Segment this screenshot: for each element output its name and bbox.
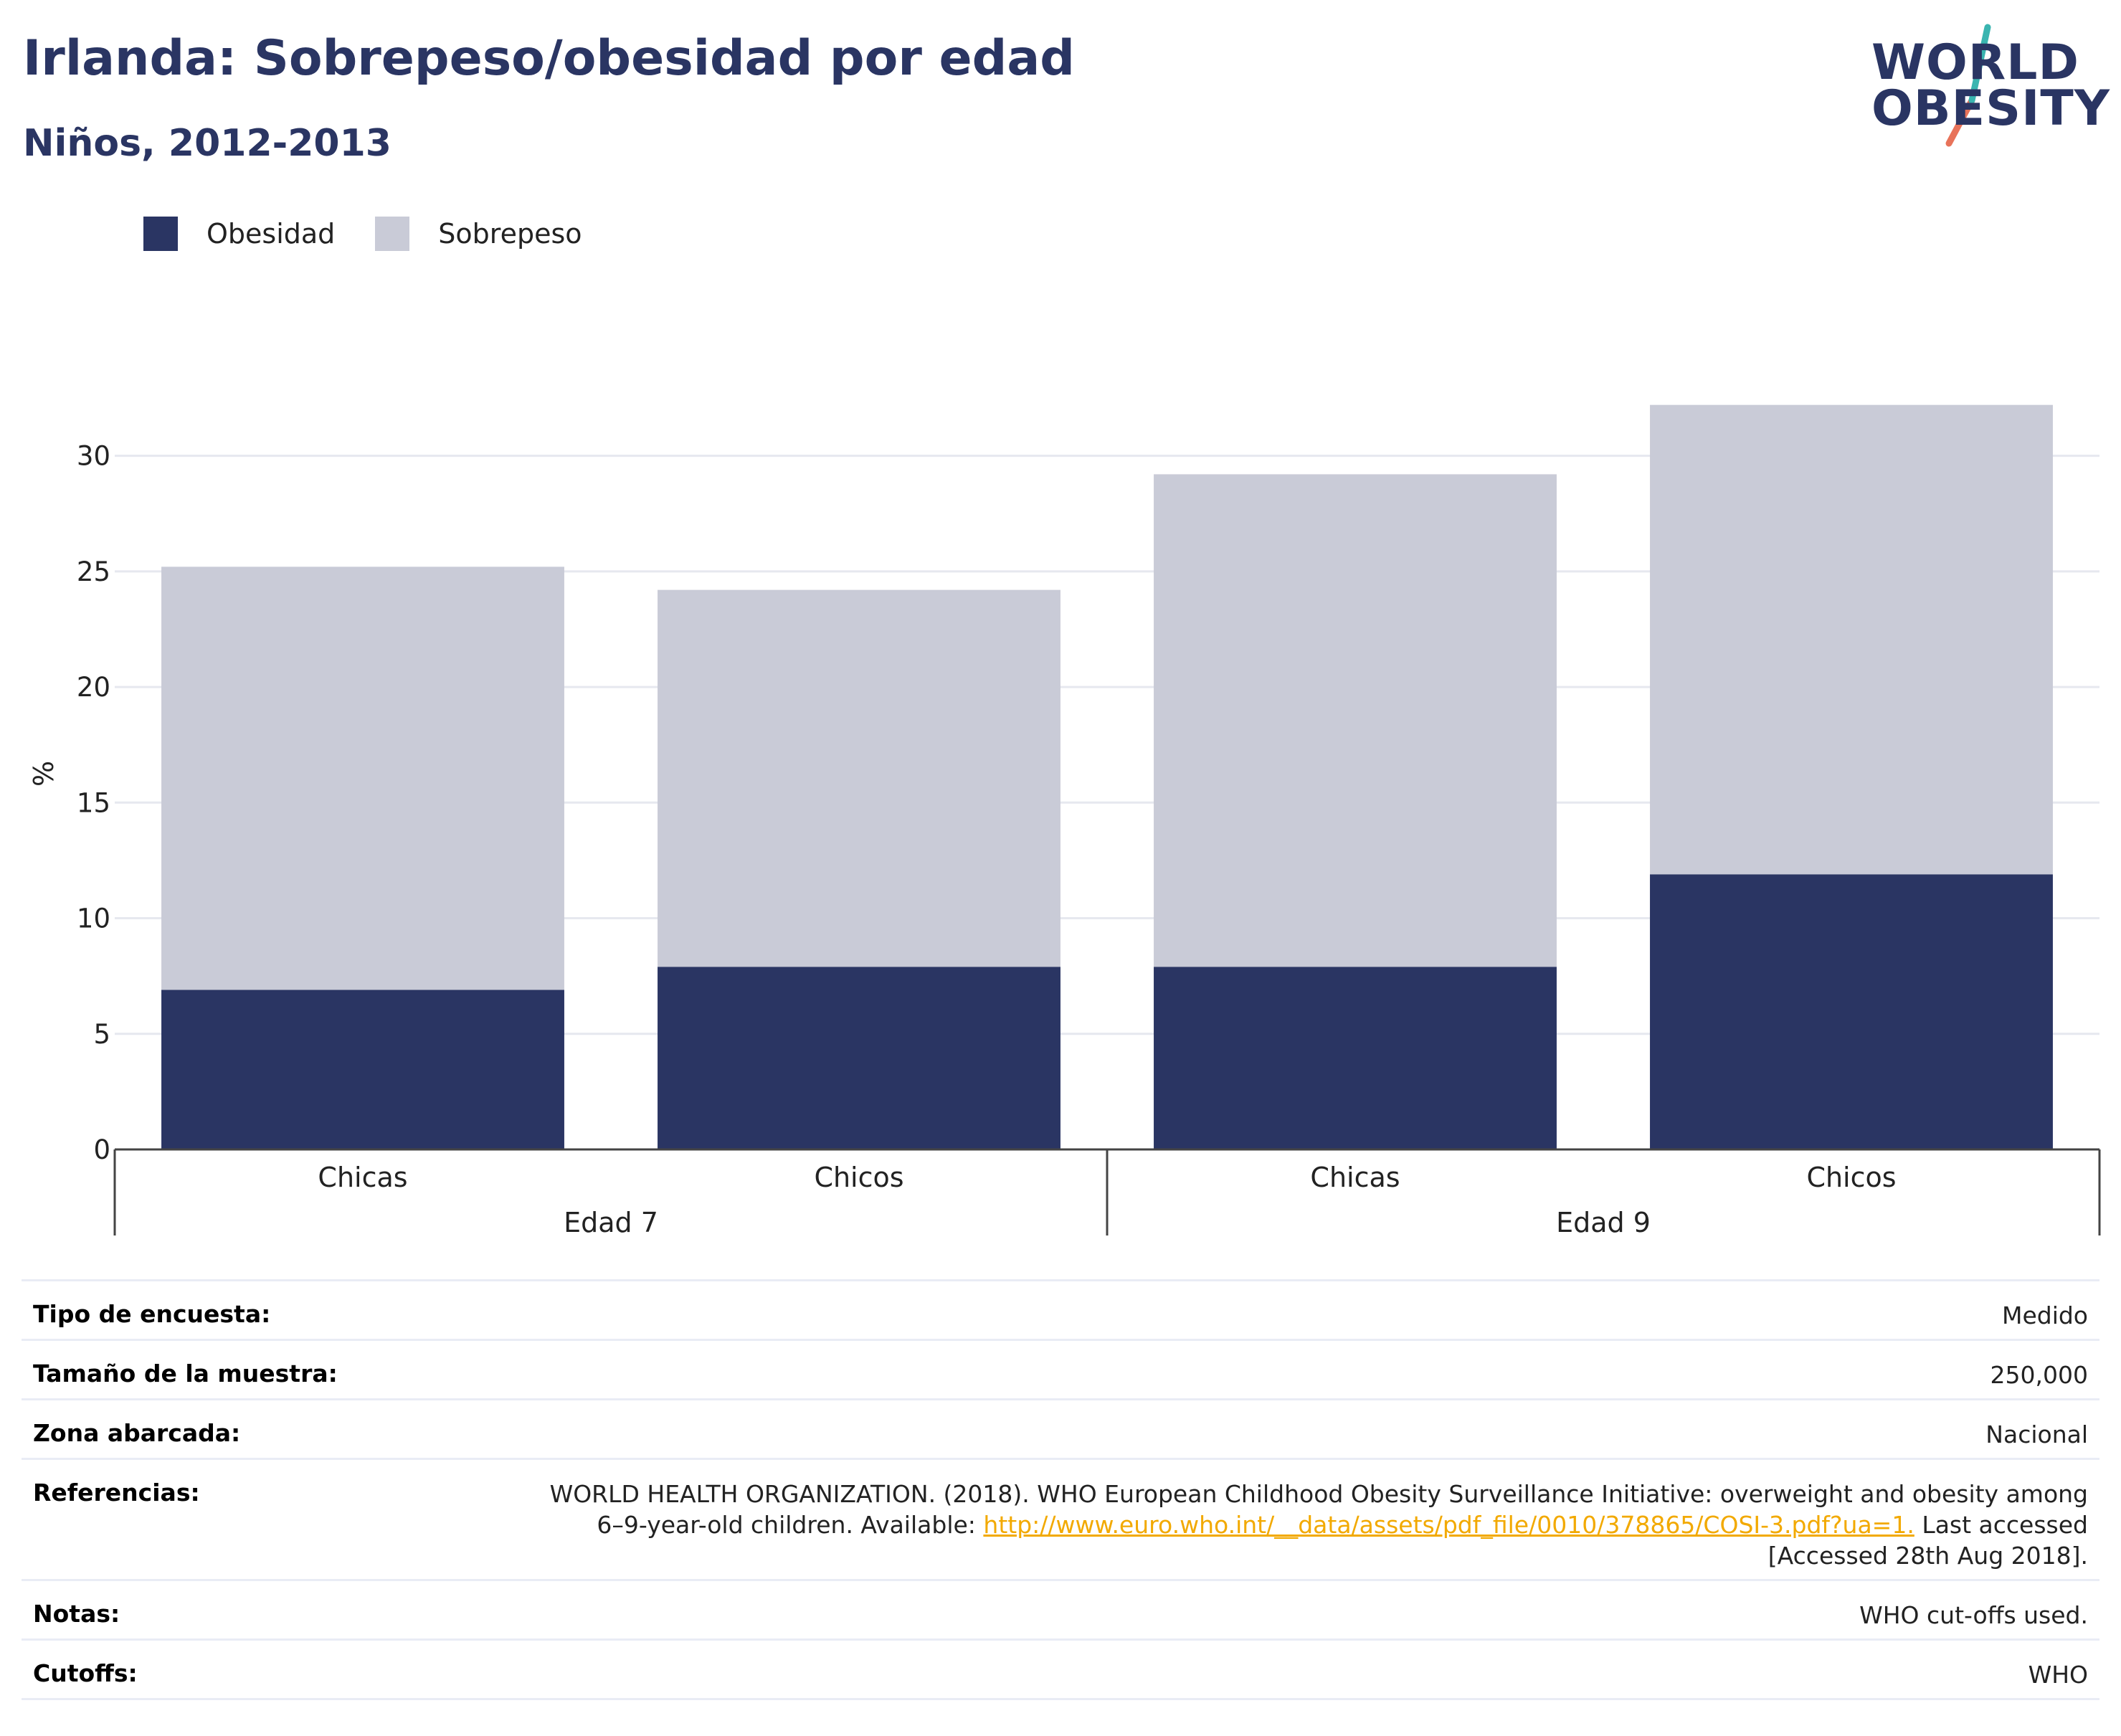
- logo-text-obesity: OBESITY: [1871, 80, 2110, 137]
- info-value: WHO: [373, 1638, 2099, 1700]
- info-label: Tipo de encuesta:: [22, 1279, 374, 1340]
- y-axis-label: %: [28, 761, 60, 787]
- info-value: Medido: [373, 1279, 2099, 1340]
- reference-link[interactable]: http://www.euro.who.int/__data/assets/pd…: [983, 1511, 1914, 1539]
- bar-obesidad-2: [1154, 967, 1557, 1149]
- y-tick-label: 25: [77, 556, 110, 587]
- bar-sobrepeso-0: [161, 566, 564, 990]
- info-value: Nacional: [373, 1398, 2099, 1459]
- logo-slash-icon: [1945, 24, 1991, 147]
- x-tick-label: Chicos: [814, 1162, 903, 1193]
- info-value: WHO cut-offs used.: [373, 1579, 2099, 1640]
- info-label: Zona abarcada:: [22, 1398, 374, 1459]
- legend-item-obesidad[interactable]: Obesidad: [143, 217, 335, 251]
- info-label: Notas:: [22, 1579, 374, 1640]
- x-tick-label: Chicos: [1806, 1162, 1896, 1193]
- group-label: Edad 9: [1556, 1207, 1651, 1238]
- chart-legend: Obesidad Sobrepeso: [143, 212, 622, 255]
- info-row-survey-type: Tipo de encuesta: Medido: [22, 1279, 2099, 1340]
- bar-obesidad-0: [161, 990, 564, 1149]
- info-label: Cutoffs:: [22, 1638, 374, 1700]
- page-title: Irlanda: Sobrepeso/obesidad por edad: [23, 30, 1075, 87]
- info-row-cutoffs: Cutoffs: WHO: [22, 1638, 2099, 1700]
- info-row-notes: Notas: WHO cut-offs used.: [22, 1579, 2099, 1640]
- y-tick-label: 5: [93, 1019, 110, 1050]
- info-value: 250,000: [373, 1339, 2099, 1400]
- reference-text: 6–9-year-old children. Available:: [597, 1511, 984, 1539]
- legend-swatch-sobrepeso: [375, 217, 410, 251]
- bar-obesidad-1: [658, 967, 1060, 1149]
- info-table: Tipo de encuesta: Medido Tamaño de la mu…: [22, 1279, 2099, 1700]
- y-tick-label: 20: [77, 672, 110, 703]
- legend-label-sobrepeso: Sobrepeso: [438, 218, 582, 250]
- stacked-bar-chart: 0 5 10 15 20 25 30% Chicas Chicos Chicas Chicos Eda…: [28, 404, 2101, 1238]
- bar-sobrepeso-2: [1154, 474, 1557, 967]
- y-tick-label: 0: [93, 1134, 110, 1165]
- info-row-sample-size: Tamaño de la muestra: 250,000: [22, 1339, 2099, 1400]
- bar-sobrepeso-3: [1650, 404, 2053, 875]
- reference-line: [Accessed 28th Aug 2018].: [1768, 1542, 2088, 1570]
- y-tick-label: 30: [77, 441, 110, 472]
- world-obesity-logo: WORLD OBESITY: [1864, 22, 2110, 151]
- reference-text: Last accessed: [1914, 1511, 2088, 1539]
- bar-sobrepeso-1: [658, 589, 1060, 967]
- reference-line: WORLD HEALTH ORGANIZATION. (2018). WHO E…: [549, 1480, 2088, 1508]
- legend-swatch-obesidad: [143, 217, 178, 251]
- group-label: Edad 7: [564, 1207, 658, 1238]
- page-subtitle: Niños, 2012-2013: [23, 122, 392, 165]
- legend-item-sobrepeso[interactable]: Sobrepeso: [375, 217, 582, 251]
- info-label: Referencias:: [22, 1458, 374, 1580]
- logo-text-world: WORLD: [1871, 34, 2079, 91]
- legend-label-obesidad: Obesidad: [207, 218, 336, 250]
- bar-obesidad-3: [1650, 874, 2053, 1149]
- info-value-references: WORLD HEALTH ORGANIZATION. (2018). WHO E…: [373, 1458, 2099, 1580]
- y-tick-label: 15: [77, 787, 110, 818]
- y-tick-label: 10: [77, 903, 110, 934]
- reference-line: 6–9-year-old children. Available: http:/…: [374, 1509, 2088, 1540]
- x-tick-label: Chicas: [318, 1162, 407, 1193]
- x-tick-label: Chicas: [1310, 1162, 1400, 1193]
- info-row-references: Referencias: WORLD HEALTH ORGANIZATION. …: [22, 1458, 2099, 1580]
- info-label: Tamaño de la muestra:: [22, 1339, 374, 1400]
- info-row-area: Zona abarcada: Nacional: [22, 1398, 2099, 1459]
